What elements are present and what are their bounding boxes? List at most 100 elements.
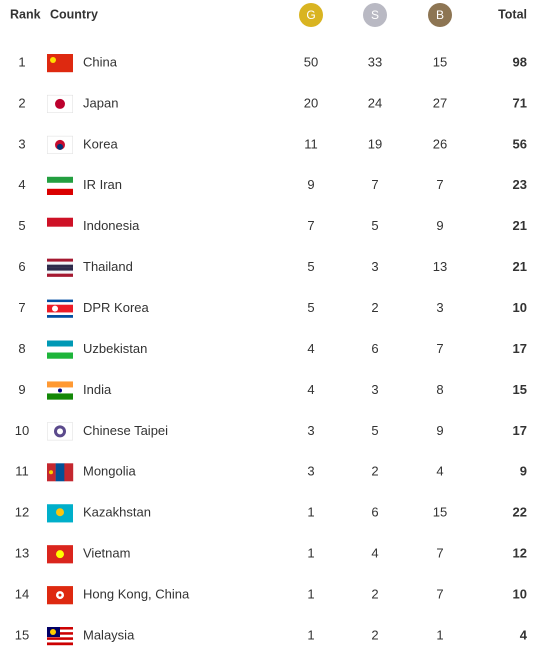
total: 56 <box>513 136 527 151</box>
medal-count: 11 <box>304 136 318 151</box>
country: China <box>83 54 118 69</box>
flag-stripe <box>47 54 73 73</box>
medal-count: 33 <box>368 54 382 69</box>
country: Vietnam <box>83 546 130 561</box>
flag-border <box>47 135 73 154</box>
flag-stripe <box>47 264 73 268</box>
flag-emblem <box>52 305 58 312</box>
flag <box>47 94 73 114</box>
total: 98 <box>513 54 527 69</box>
country: Chinese Taipei <box>83 423 168 438</box>
rank: 5 <box>18 218 25 233</box>
medal-count: 9 <box>307 177 314 192</box>
rank: 1 <box>18 54 25 69</box>
rank: 13 <box>15 546 29 561</box>
flag-stripe <box>64 463 74 482</box>
flag-stripe <box>47 188 73 195</box>
rank: 10 <box>15 423 29 438</box>
medal-count: 5 <box>371 218 378 233</box>
medal-count: 1 <box>307 505 314 520</box>
medal-count: 3 <box>307 423 314 438</box>
medal-count: 9 <box>436 423 443 438</box>
medal-count: 2 <box>371 300 378 315</box>
medal-count: 26 <box>433 136 447 151</box>
header-country: Country <box>50 7 98 21</box>
flag-emblem <box>56 508 64 517</box>
total: 17 <box>513 341 527 356</box>
medal-count: 15 <box>433 505 447 520</box>
flag-stripe <box>47 639 73 643</box>
flag-emblem <box>57 143 63 150</box>
medal-count: 2 <box>371 464 378 479</box>
flag-stripe <box>47 299 73 303</box>
flag <box>47 422 73 441</box>
medal-count: 13 <box>433 259 447 274</box>
flag-emblem <box>57 428 63 435</box>
medal-count: 20 <box>304 95 318 110</box>
country: Korea <box>83 136 118 151</box>
flag <box>47 299 73 318</box>
flag-stripe <box>47 267 73 271</box>
flag <box>47 135 73 155</box>
flag <box>47 54 73 73</box>
medal-count: 3 <box>307 464 314 479</box>
medal-badge <box>428 3 452 27</box>
total: 21 <box>513 259 527 274</box>
medal-count: 9 <box>436 218 443 233</box>
flag-stripe <box>47 226 73 236</box>
country: Indonesia <box>83 218 140 233</box>
medal-count: 2 <box>371 587 378 602</box>
total: 71 <box>513 95 527 110</box>
medal-count: 2 <box>371 627 378 642</box>
medal-count: 7 <box>371 177 378 192</box>
medal-badge <box>363 3 387 27</box>
flag-border <box>47 94 73 113</box>
flag-emblem <box>58 388 62 393</box>
flag-stripe <box>47 270 73 274</box>
flag-stripe <box>47 217 73 227</box>
flag-emblem <box>56 550 64 559</box>
total: 21 <box>513 218 527 233</box>
medal-count: 4 <box>307 382 314 397</box>
flag-stripe <box>47 258 73 262</box>
rank: 3 <box>18 136 25 151</box>
flag-stripe <box>47 182 73 189</box>
medal-count: 7 <box>436 546 443 561</box>
medal-count: 5 <box>371 423 378 438</box>
country: Japan <box>83 95 118 110</box>
flag <box>47 627 73 646</box>
rank: 4 <box>18 177 25 192</box>
flag-emblem <box>58 593 62 597</box>
flag <box>47 504 73 523</box>
medal-count: 3 <box>371 382 378 397</box>
total: 4 <box>520 627 528 642</box>
country: Hong Kong, China <box>83 587 190 602</box>
country: DPR Korea <box>83 300 150 315</box>
total: 15 <box>513 382 527 397</box>
flag-emblem <box>49 470 53 475</box>
total: 12 <box>513 546 527 561</box>
medal-letter: S <box>371 8 379 22</box>
medal-count: 4 <box>307 341 314 356</box>
flag-stripe <box>47 307 73 311</box>
medal-letter: G <box>306 8 315 22</box>
flag-stripe <box>55 463 65 482</box>
flag-stripe <box>47 381 73 388</box>
medal-count: 4 <box>371 546 378 561</box>
total: 23 <box>513 177 527 192</box>
medal-count: 3 <box>371 259 378 274</box>
flag-stripe <box>47 176 73 183</box>
medal-count: 1 <box>307 587 314 602</box>
medal-count: 7 <box>436 587 443 602</box>
flag-stripe <box>47 642 73 646</box>
medal-letter: B <box>436 8 444 22</box>
rank: 15 <box>15 627 29 642</box>
country: Thailand <box>83 259 133 274</box>
country: IR Iran <box>83 177 122 192</box>
medal-count: 1 <box>307 546 314 561</box>
medal-count: 5 <box>307 300 314 315</box>
medal-count: 27 <box>433 95 447 110</box>
rank: 14 <box>15 587 29 602</box>
flag-stripe <box>47 352 73 359</box>
